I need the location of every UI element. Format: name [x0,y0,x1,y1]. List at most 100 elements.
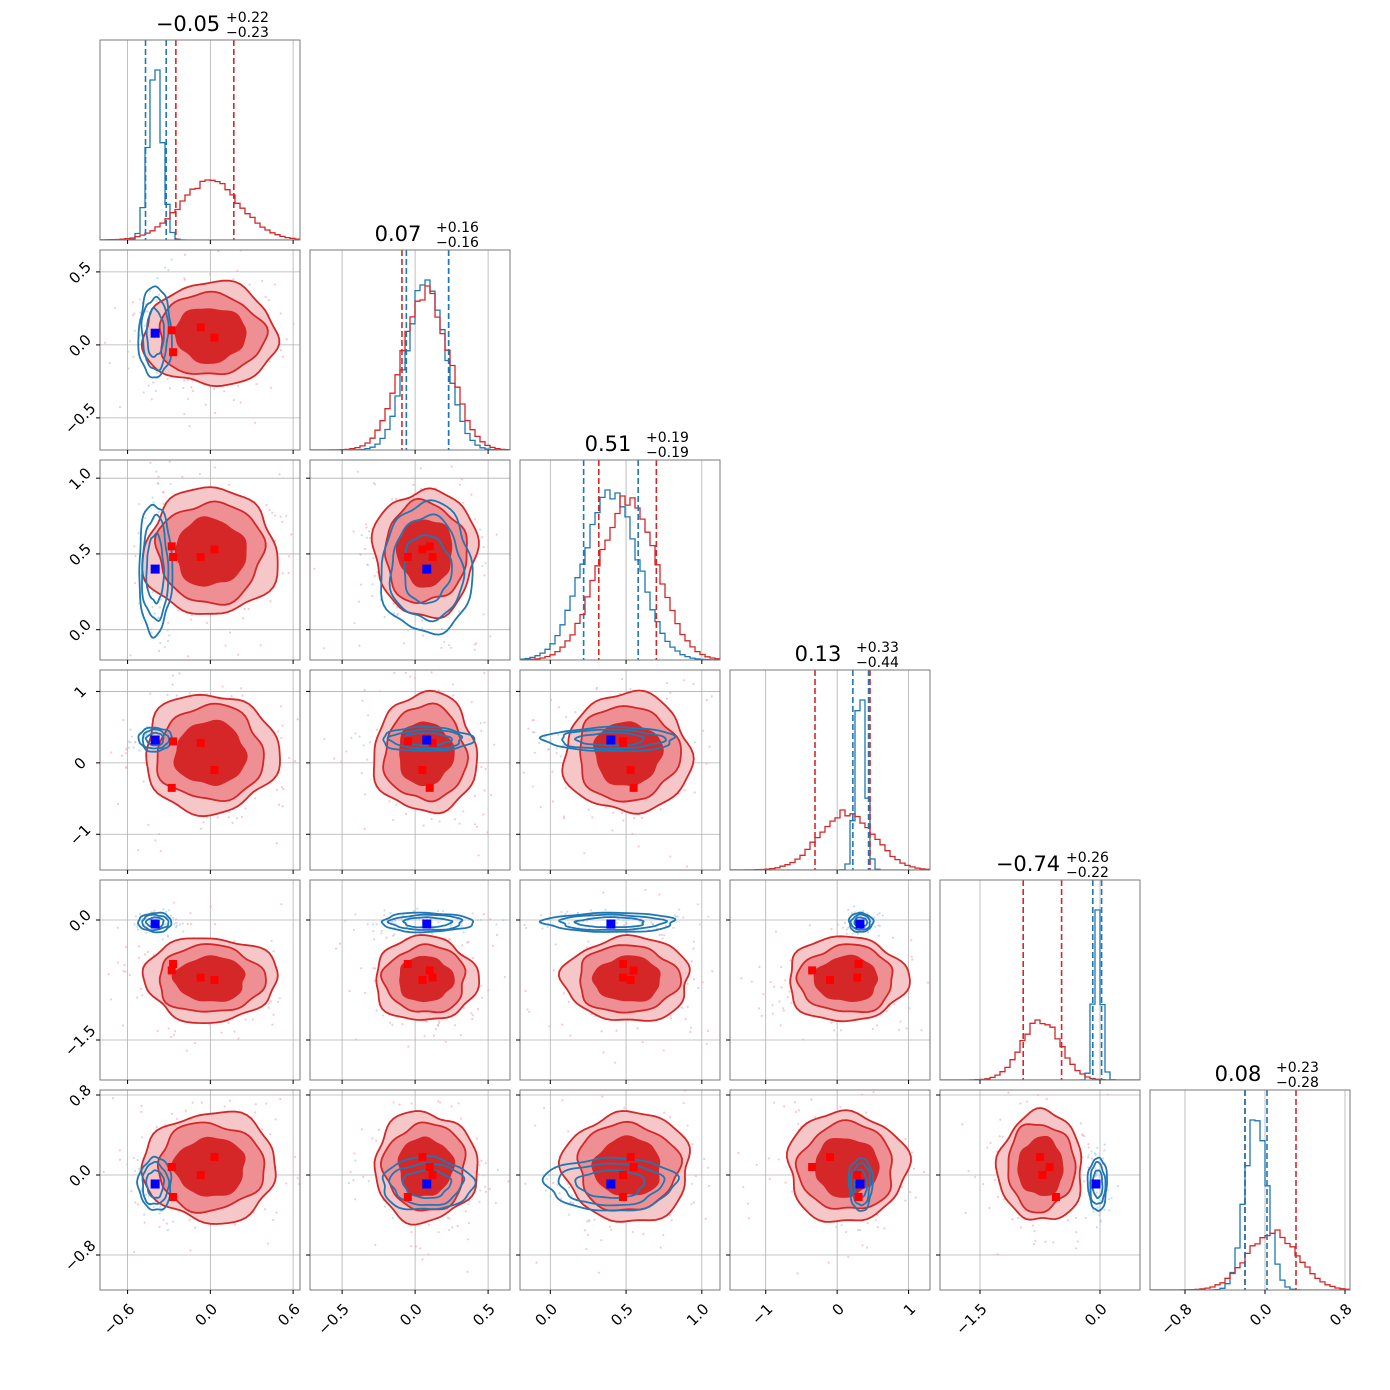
sample-point-a [480,996,484,999]
sample-point-a [777,1158,780,1161]
sample-point-a [541,968,543,970]
sample-point-a [539,524,541,526]
truth-marker-b [855,919,865,929]
sample-point-a [167,621,170,624]
sample-point-a [707,1166,710,1169]
sample-point-a [261,279,264,283]
y-tick-label: 0 [70,754,89,773]
sample-point-a [261,1128,264,1131]
sample-point-a [349,1171,352,1174]
sample-point-a [689,1026,693,1029]
sample-point-b [134,1169,137,1172]
sample-point-b [523,923,526,927]
sample-point-b [471,1204,473,1206]
sample-point-a [231,821,234,824]
sample-point-a [780,986,783,989]
sample-point-a [615,1029,618,1032]
sample-point-a [171,683,174,686]
x-tick-label: −1 [748,1300,776,1328]
sample-point-b [460,925,463,928]
x-tick-label: 0 [828,1300,847,1319]
sample-point-a [139,987,143,990]
hist-series-b [100,69,300,240]
sample-point-a [255,383,258,386]
sample-point-a [793,1101,796,1104]
sample-point-a [797,1123,800,1126]
sample-point-a [364,991,367,994]
sample-point-b [448,1228,451,1232]
contour-b [388,1162,466,1206]
sample-point-b [181,922,184,925]
sample-point-a [244,1018,247,1021]
sample-point-a [417,662,419,664]
sample-point-a [598,1067,600,1069]
sample-point-a [131,314,135,317]
sample-point-b [168,387,172,390]
sample-point-a [715,1137,717,1139]
sample-point-b [166,629,169,632]
sample-point-a [1087,1146,1090,1149]
sample-point-a [471,1018,474,1021]
sample-point-a [810,1063,812,1065]
sample-point-a [307,811,309,813]
sample-point-a [473,643,477,646]
panel-frame [99,459,301,661]
x-tick-label: −0.6 [100,1300,138,1338]
sample-point-a [467,940,470,944]
sample-point-b [391,1216,394,1219]
sample-point-a [604,908,607,911]
sample-point-a [482,913,485,916]
sample-point-a [1076,1240,1079,1243]
sample-point-a [273,514,277,517]
hist-panel-4: −0.74 +0.26−0.22 [939,850,1141,1084]
sample-point-a [191,666,193,668]
sample-point-a [188,692,191,695]
sample-point-a [876,1024,879,1027]
sample-point-a [843,921,846,925]
sample-point-a [59,1012,61,1014]
sample-point-a [910,1151,914,1154]
sample-point-a [269,1133,272,1136]
sample-point-a [663,934,666,937]
sample-point-a [372,938,376,941]
sample-point-b [545,1177,549,1181]
sample-point-a [601,1095,604,1098]
sample-point-b [566,1182,569,1186]
sample-point-b [391,920,394,923]
sample-point-a [438,820,441,823]
sample-point-a [373,574,376,577]
sample-point-b [162,502,165,505]
panel-title-upper: +0.23 [1276,1060,1319,1076]
sample-point-a [555,752,558,755]
sample-point-a [482,546,485,549]
sample-point-a [388,1021,392,1024]
sample-point-b [389,911,392,915]
contour-panel-4-1 [306,879,543,1084]
sample-point-a [227,816,230,819]
hist-series-a [940,1019,1140,1080]
sample-point-a [908,1007,911,1010]
sample-point-a [423,1035,426,1038]
sample-point-a [192,1081,194,1083]
sample-point-a [802,1038,805,1041]
truth-marker-a [853,1171,862,1179]
contour-b [137,726,173,753]
sample-point-a [567,1130,570,1133]
sample-point-a [747,1202,750,1205]
hist-panel-3: 0.13 +0.33−0.44 [729,640,931,874]
sample-point-a [267,1242,270,1245]
sample-point-b [350,736,353,739]
sample-point-a [669,855,672,858]
sample-point-a [352,530,355,533]
sample-point-a [307,771,309,773]
x-tick-label: −0.8 [1157,1300,1195,1338]
truth-marker-a [626,766,635,774]
sample-point-a [489,918,492,921]
sample-point-a [269,386,273,389]
sample-point-b [139,311,142,314]
sample-point-a [155,1125,158,1128]
sample-point-a [278,997,282,1000]
sample-point-a [612,811,615,814]
sample-point-a [773,985,776,988]
sample-point-a [569,1034,572,1037]
